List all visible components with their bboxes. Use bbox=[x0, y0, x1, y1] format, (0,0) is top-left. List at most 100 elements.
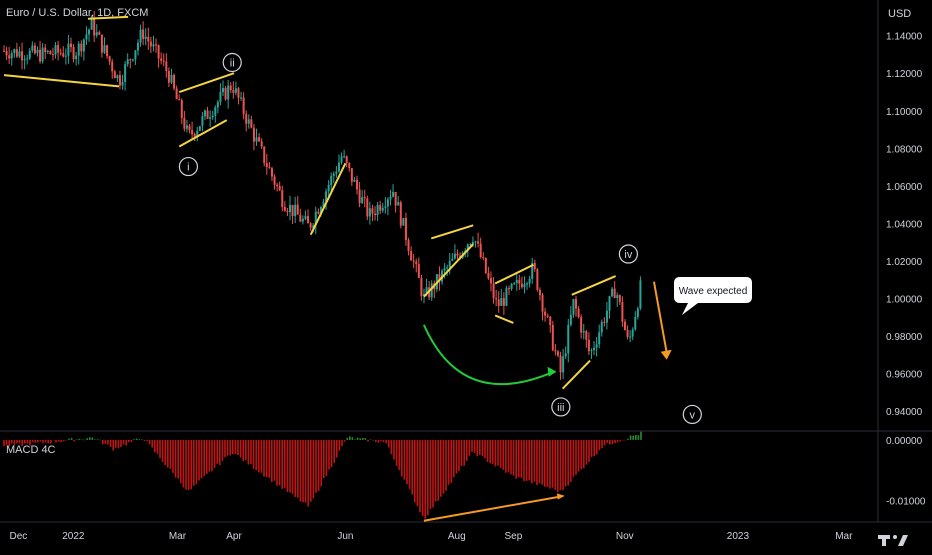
macd-bar bbox=[128, 439, 130, 443]
candle-body bbox=[456, 253, 459, 256]
candle-body bbox=[64, 55, 67, 57]
candle-body bbox=[157, 45, 160, 59]
candle-body bbox=[175, 88, 178, 100]
macd-bar bbox=[37, 439, 39, 443]
candle-body bbox=[286, 210, 289, 213]
candle-body bbox=[634, 316, 637, 330]
macd-bar bbox=[268, 439, 270, 478]
candle-body bbox=[57, 45, 60, 53]
macd-tick-label: -0.01000 bbox=[886, 497, 926, 508]
macd-bar bbox=[57, 439, 60, 442]
candle-body bbox=[595, 344, 598, 348]
macd-bar bbox=[109, 439, 112, 447]
candle-body bbox=[459, 255, 462, 258]
trendline bbox=[430, 224, 474, 240]
candle-body bbox=[505, 288, 508, 306]
macd-bar bbox=[73, 439, 75, 442]
candle-body bbox=[508, 288, 511, 290]
y-tick-label: 0.98000 bbox=[886, 332, 923, 343]
macd-bar bbox=[440, 439, 442, 497]
macd-bar bbox=[614, 439, 616, 444]
candle-body bbox=[216, 101, 219, 108]
candle-body bbox=[371, 208, 374, 214]
tradingview-logo-icon bbox=[878, 535, 908, 546]
macd-bar bbox=[393, 439, 395, 460]
macd-bar bbox=[102, 439, 104, 445]
macd-bar bbox=[388, 439, 390, 448]
macd-bar bbox=[336, 439, 338, 458]
candle-body bbox=[384, 206, 387, 208]
macd-bar bbox=[598, 439, 601, 451]
macd-bar bbox=[562, 439, 564, 491]
macd-bar bbox=[239, 439, 242, 458]
candle-body bbox=[410, 251, 413, 261]
candle-body bbox=[113, 71, 116, 79]
macd-bar bbox=[91, 437, 94, 440]
macd-bar bbox=[242, 439, 244, 462]
macd-bar bbox=[112, 439, 114, 451]
candle-body bbox=[618, 295, 621, 303]
wave-label-circle bbox=[551, 397, 571, 417]
candle-body bbox=[36, 49, 39, 54]
macd-bar bbox=[76, 439, 78, 441]
macd-bar bbox=[484, 439, 486, 459]
x-tick-label: Mar bbox=[835, 531, 853, 542]
macd-bar bbox=[5, 439, 8, 445]
candle-body bbox=[67, 43, 70, 56]
y-tick-label: 1.14000 bbox=[886, 32, 923, 43]
candle-body bbox=[291, 204, 294, 217]
candle-body bbox=[554, 350, 557, 352]
candle-body bbox=[482, 257, 485, 259]
macd-bar bbox=[8, 439, 10, 447]
candle-body bbox=[237, 88, 240, 98]
candle-body bbox=[193, 134, 196, 137]
candle-body bbox=[309, 223, 312, 228]
candle-body bbox=[59, 52, 62, 54]
candle-body bbox=[211, 115, 214, 118]
expected-move-arrowhead bbox=[660, 349, 672, 360]
macd-bar bbox=[531, 439, 533, 484]
candle-body bbox=[366, 198, 369, 217]
macd-bar bbox=[603, 439, 606, 446]
candle-body bbox=[278, 186, 281, 191]
macd-bar bbox=[117, 439, 120, 449]
candle-body bbox=[404, 218, 407, 241]
candle-body bbox=[69, 43, 72, 48]
macd-bar bbox=[65, 439, 68, 441]
candle-body bbox=[80, 43, 83, 52]
candle-body bbox=[520, 283, 523, 288]
candle-body bbox=[10, 53, 13, 59]
macd-bar bbox=[492, 439, 494, 464]
candle-body bbox=[389, 196, 392, 200]
macd-bar bbox=[369, 439, 372, 441]
macd-bar bbox=[99, 439, 101, 441]
candle-body bbox=[598, 332, 601, 345]
macd-bar bbox=[193, 439, 195, 486]
macd-bar bbox=[356, 437, 359, 440]
candle-body bbox=[350, 167, 353, 182]
candle-body bbox=[203, 110, 206, 117]
macd-bar bbox=[442, 439, 445, 494]
x-tick-label: Apr bbox=[226, 531, 242, 542]
candle-body bbox=[639, 280, 642, 309]
macd-bar bbox=[635, 434, 637, 440]
macd-bar bbox=[515, 439, 517, 479]
candle-body bbox=[178, 99, 181, 101]
macd-bar bbox=[130, 439, 133, 442]
candle-body bbox=[229, 85, 232, 91]
macd-bar bbox=[330, 439, 333, 468]
macd-bar bbox=[502, 439, 504, 470]
macd-bar bbox=[333, 439, 335, 463]
macd-bar bbox=[39, 439, 42, 442]
macd-bar bbox=[284, 439, 286, 488]
macd-bar bbox=[427, 439, 429, 516]
candle-body bbox=[15, 49, 18, 57]
candle-body bbox=[283, 207, 286, 211]
candle-body bbox=[631, 329, 634, 337]
wave-label-v: v bbox=[690, 409, 696, 421]
macd-bar bbox=[510, 439, 512, 475]
y-tick-label: 1.10000 bbox=[886, 107, 923, 118]
wave-arc bbox=[423, 324, 554, 386]
candle-body bbox=[8, 55, 11, 59]
